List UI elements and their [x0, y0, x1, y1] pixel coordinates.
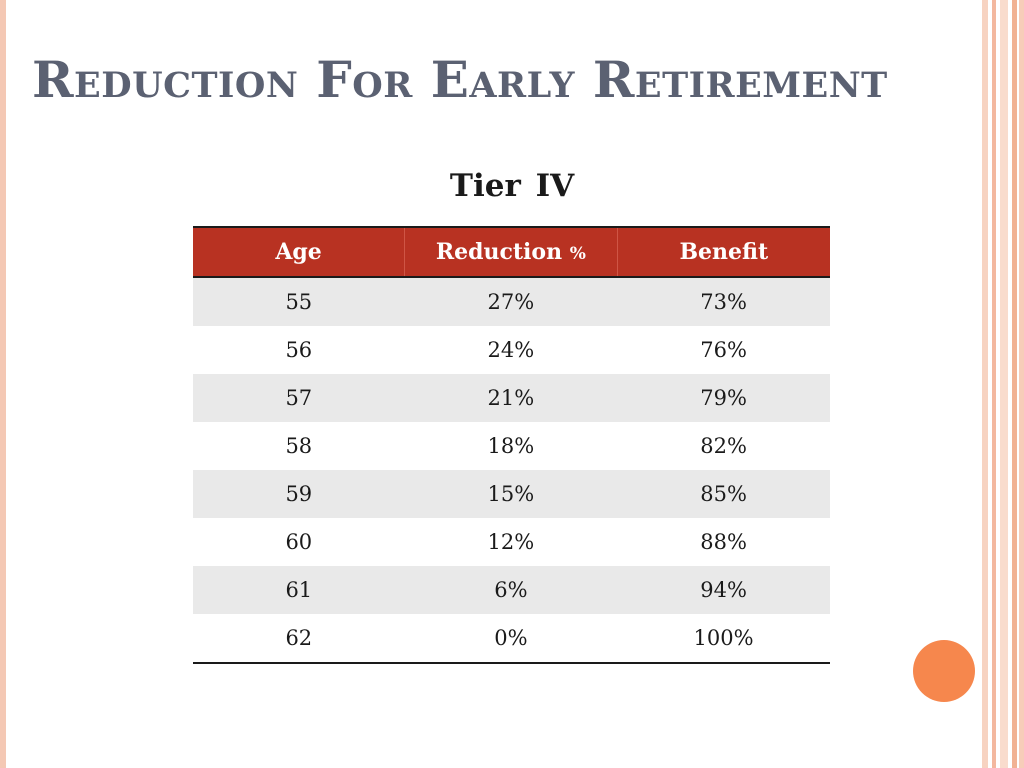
cell-benefit: 85%	[617, 470, 830, 518]
cell-age: 62	[193, 614, 405, 664]
table-row: 58 18% 82%	[193, 422, 830, 470]
table-row: 62 0% 100%	[193, 614, 830, 664]
header-reduction-label: Reduction	[435, 239, 563, 265]
table-caption: Tier IV	[449, 168, 575, 204]
cell-age: 57	[193, 374, 405, 422]
cell-benefit: 94%	[617, 566, 830, 614]
cell-reduction: 12%	[404, 518, 618, 566]
cell-reduction: 6%	[404, 566, 618, 614]
orange-circle-decoration	[913, 640, 975, 702]
cell-benefit: 100%	[617, 614, 830, 664]
table-row: 57 21% 79%	[193, 374, 830, 422]
cell-reduction: 21%	[404, 374, 618, 422]
table-header-row: Age Reduction % Benefit	[193, 226, 830, 278]
table-row: 60 12% 88%	[193, 518, 830, 566]
cell-reduction: 27%	[404, 277, 618, 326]
cell-age: 60	[193, 518, 405, 566]
cell-reduction: 0%	[404, 614, 618, 664]
table-row: 56 24% 76%	[193, 326, 830, 374]
cell-benefit: 88%	[617, 518, 830, 566]
cell-age: 55	[193, 277, 405, 326]
cell-age: 59	[193, 470, 405, 518]
cell-benefit: 76%	[617, 326, 830, 374]
cell-benefit: 73%	[617, 277, 830, 326]
header-benefit: Benefit	[616, 226, 830, 278]
cell-reduction: 24%	[404, 326, 618, 374]
cell-benefit: 79%	[617, 374, 830, 422]
cell-reduction: 15%	[404, 470, 618, 518]
slide-title: Reduction For Early Retirement	[32, 50, 888, 109]
table-row: 61 6% 94%	[193, 566, 830, 614]
header-age: Age	[193, 226, 405, 278]
header-reduction-unit: %	[569, 244, 586, 264]
cell-age: 58	[193, 422, 405, 470]
right-stripe-decoration	[982, 0, 1024, 768]
cell-age: 56	[193, 326, 405, 374]
table-row: 55 27% 73%	[193, 277, 830, 326]
early-retirement-table: Age Reduction % Benefit 55 27% 73% 56 24…	[193, 226, 830, 664]
cell-reduction: 18%	[404, 422, 618, 470]
table-row: 59 15% 85%	[193, 470, 830, 518]
header-reduction: Reduction %	[404, 226, 618, 278]
cell-benefit: 82%	[617, 422, 830, 470]
left-border-decoration	[0, 0, 6, 768]
cell-age: 61	[193, 566, 405, 614]
